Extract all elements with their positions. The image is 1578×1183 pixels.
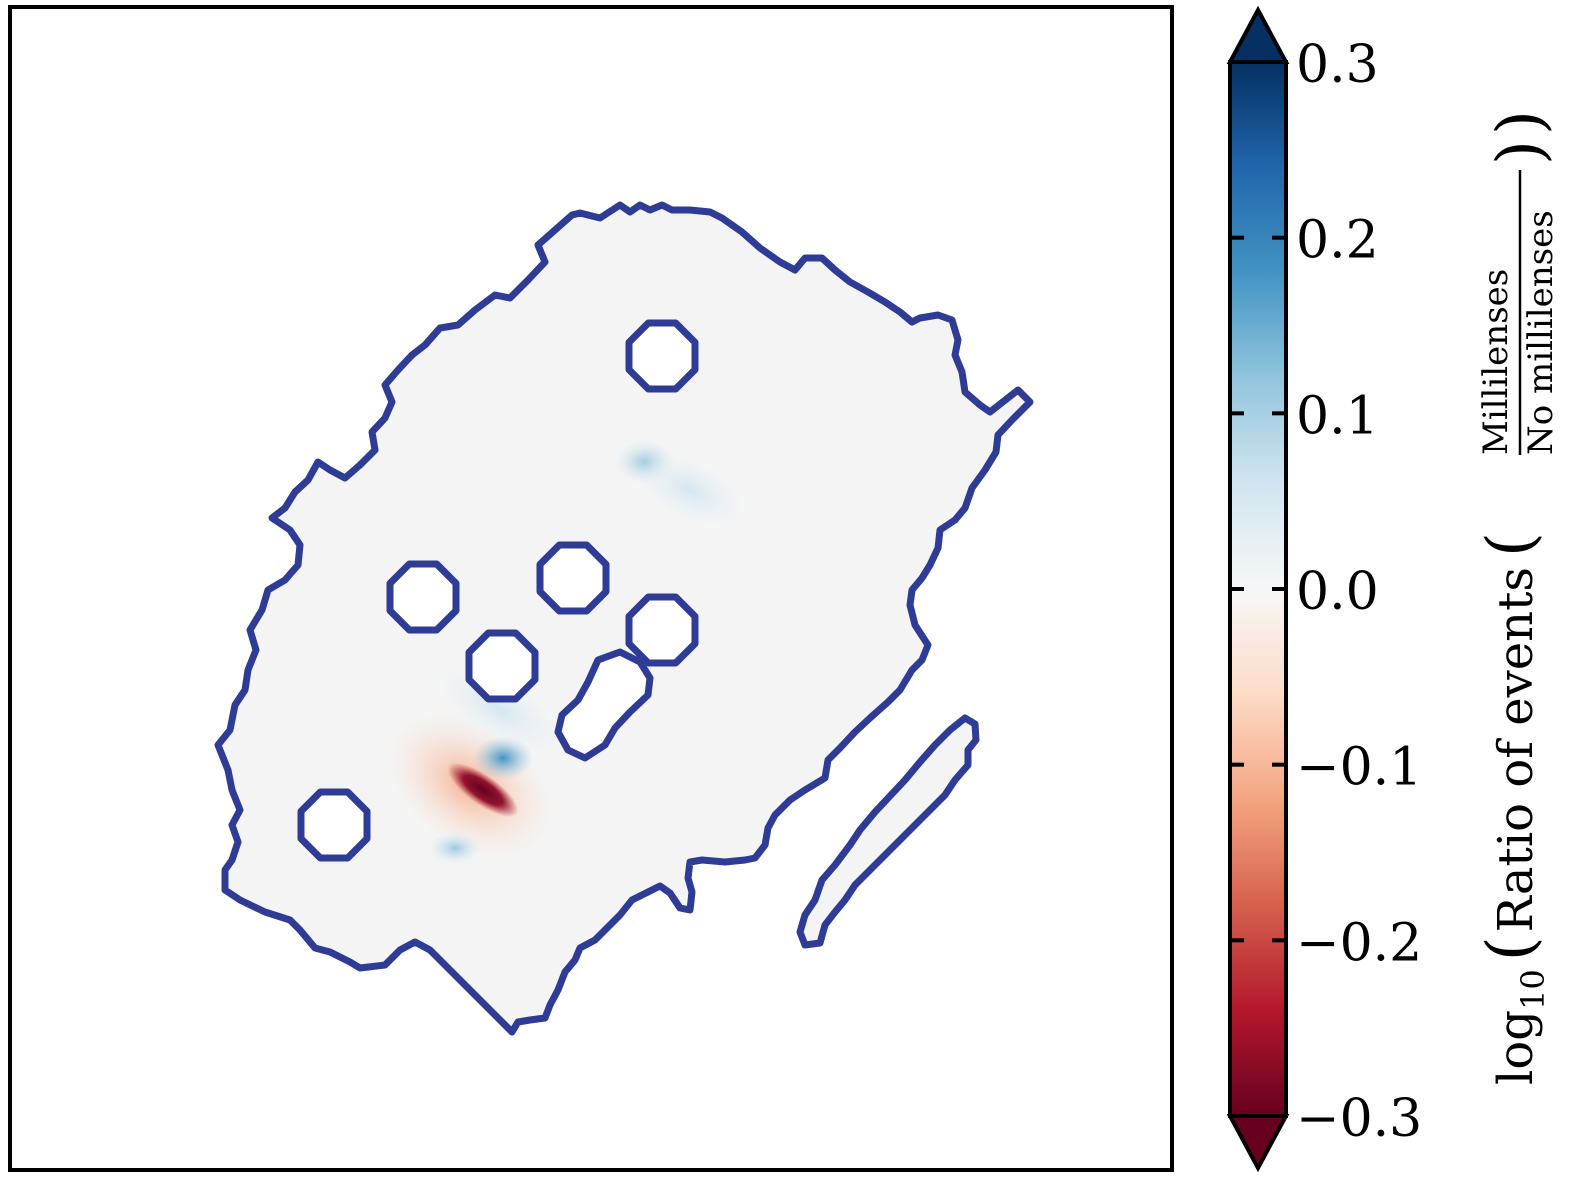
fraction-denominator: No millilenses (1521, 210, 1561, 455)
hole-bottom-left (297, 788, 371, 862)
hotspot-deficit (447, 762, 519, 818)
colorbar-extend-top (1226, 5, 1290, 64)
hole-right (625, 593, 699, 667)
hole-center (536, 541, 610, 615)
colorbar-label-main: Ratio of events (1488, 567, 1544, 932)
colorbar: 0.3 0.2 0.1 0.0 −0.1 −0.2 −0.3 log10 ( Ratio of … (1226, 5, 1561, 1173)
colorbar-label-subscript: 10 (1514, 969, 1552, 1010)
colorbar-tick-label: −0.1 (1296, 738, 1422, 798)
hole-left (386, 560, 460, 634)
paren-close-inner: ) (1484, 140, 1558, 165)
colorbar-tick-label: 0.1 (1296, 386, 1379, 446)
hole-elongated (554, 648, 654, 762)
hole-middle (465, 629, 539, 703)
colorbar-tick-label: 0.0 (1296, 562, 1379, 622)
region-outline (214, 201, 1034, 1036)
paren-open-outer: ( (1474, 936, 1548, 961)
colorbar-ticks: 0.3 0.2 0.1 0.0 −0.1 −0.2 −0.3 (1230, 35, 1422, 1149)
heatmap-region (214, 201, 1034, 1036)
hotspot-excess-faint (634, 452, 746, 528)
island-region (796, 714, 980, 949)
colorbar-tick-label: −0.3 (1296, 1089, 1422, 1149)
paren-close-outer: ) (1484, 110, 1558, 135)
hotspot-excess-3 (429, 832, 481, 864)
colorbar-tick-label: 0.3 (1296, 35, 1379, 95)
colorbar-tick-label: 0.2 (1296, 211, 1379, 271)
fraction-numerator: Millilenses (1476, 269, 1516, 455)
main-region-fill (218, 205, 1030, 1032)
hotspot-layer (388, 440, 746, 864)
masked-holes (297, 319, 699, 862)
colorbar-label-prefix: log (1488, 1010, 1544, 1085)
colorbar-fraction: Millilenses No millilenses ) ) (1476, 110, 1561, 455)
hotspot-excess-faint-2 (437, 666, 563, 754)
colorbar-label: log10 ( Ratio of events ( (1474, 532, 1552, 1085)
hole-top (625, 319, 699, 393)
colorbar-extend-bottom (1226, 1114, 1290, 1173)
paren-open-inner: ( (1474, 532, 1548, 557)
colorbar-tick-label: −0.2 (1296, 913, 1422, 973)
